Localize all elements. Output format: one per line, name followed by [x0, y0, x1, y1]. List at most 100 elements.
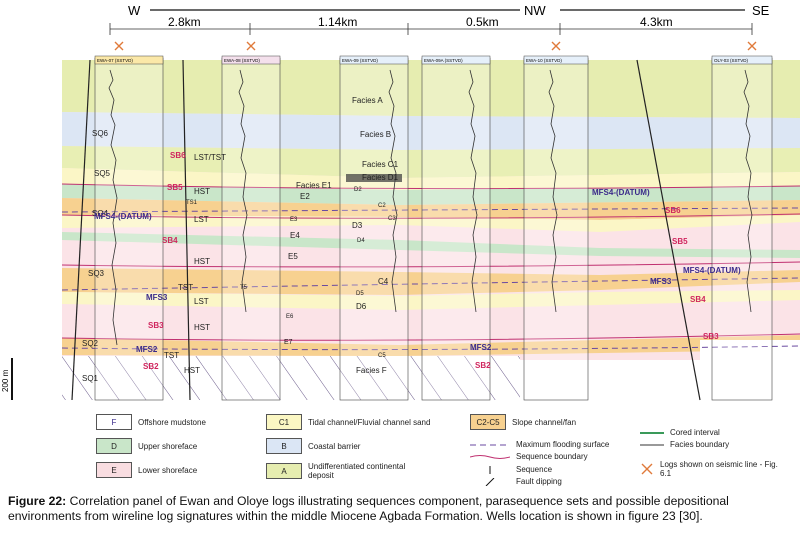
- distance-4: 4.3km: [640, 15, 673, 29]
- legend-swatch: E: [96, 462, 132, 478]
- legend-line-label: Cored interval: [670, 428, 720, 437]
- legend-line-label: Logs shown on seismic line - Fig. 6.1: [660, 460, 778, 478]
- scale-bar: 200 m: [1, 358, 13, 400]
- legend-line-label: Maximum flooding surface: [516, 440, 610, 449]
- facies-label: E2: [300, 192, 310, 201]
- distance-2: 1.14km: [318, 15, 357, 29]
- systems-tract-label: TST: [164, 351, 179, 360]
- sequence-label: SQ1: [82, 374, 99, 383]
- legend-item-lower-shoreface: E Lower shoreface: [96, 462, 197, 478]
- flooding-surface-label: MFS3: [146, 293, 168, 302]
- legend-code: A: [281, 466, 287, 476]
- legend-line-label: Fault dipping: [516, 477, 562, 486]
- legend-sequence: Sequence: [470, 465, 552, 474]
- facies-label: D2: [354, 187, 362, 193]
- sequence-label: SQ5: [94, 169, 111, 178]
- legend-line-label: Facies boundary: [670, 440, 730, 449]
- flooding-surface-label: MFS4-(DATUM): [592, 188, 650, 197]
- legend-code: E: [111, 465, 117, 475]
- legend-mfs: Maximum flooding surface: [470, 440, 609, 449]
- figure-number: Figure 22:: [8, 494, 67, 508]
- well-label-ewa10: EWA-10 (SSTVD): [526, 58, 562, 63]
- legend-label: Upper shoreface: [138, 441, 198, 451]
- legend-line-label: Sequence boundary: [516, 452, 588, 461]
- legend-line-label: Sequence: [516, 465, 553, 474]
- facies-label: Facies B: [360, 130, 391, 139]
- facies-label: Facies E1: [296, 181, 332, 190]
- sequence-boundary-label: SB4: [690, 295, 706, 304]
- systems-tract-label: LST: [194, 297, 209, 306]
- legend-label: Slope channel/fan: [512, 417, 577, 427]
- well-label-ewa07: EWA-07 (SSTVD): [97, 58, 133, 63]
- facies-labels: Facies A Facies B Facies C1 Facies D1 Fa…: [240, 96, 399, 375]
- legend-swatch: F: [96, 414, 132, 430]
- sequence-label: SQ3: [88, 269, 105, 278]
- facies-label: Facies D1: [362, 173, 399, 182]
- caption-text: Correlation panel of Ewan and Oloye logs…: [8, 494, 729, 523]
- legend-swatch: C2-C5: [470, 414, 506, 430]
- flooding-surface-label: MFS2: [470, 343, 492, 352]
- facies-label: C3: [388, 216, 396, 222]
- legend-item-upper-shoreface: D Upper shoreface: [96, 438, 197, 454]
- facies-boundary-icon: [640, 444, 664, 445]
- legend-item-offshore: F Offshore mudstone: [96, 414, 206, 430]
- legend-label: Offshore mudstone: [138, 417, 206, 427]
- legend-swatch: B: [266, 438, 302, 454]
- faults: [71, 59, 701, 401]
- scale-label: 200 m: [1, 369, 10, 392]
- correlation-panel: W NW SE 2.8km 1.14km 0.5km 4.3km: [1, 3, 800, 401]
- sequence-boundary-label: SB6: [170, 151, 186, 160]
- systems-tract-label: LST: [194, 215, 209, 224]
- flooding-surface-label: MFS4-(DATUM): [94, 212, 152, 221]
- legend-cored: Cored interval: [640, 428, 720, 437]
- sequence-label: SQ2: [82, 339, 99, 348]
- facies-label: Facies A: [352, 96, 383, 105]
- facies-label: C2: [378, 203, 386, 209]
- facies-bands: [62, 60, 800, 400]
- legend-fault: Fault dipping: [470, 477, 562, 486]
- sequence-arrow-icon: [489, 465, 491, 474]
- well-columns: [94, 55, 773, 401]
- sb-line-icon: [470, 454, 510, 459]
- systems-tract-label: TS1: [186, 200, 198, 206]
- facies-label: E4: [290, 231, 300, 240]
- legend-code: D: [111, 441, 117, 451]
- distance-3: 0.5km: [466, 15, 499, 29]
- distance-bars: [109, 23, 753, 35]
- well-label-ewa08: EWA-08 (SSTVD): [224, 58, 260, 63]
- legend-item-tidal-channel: C1 Tidal channel/Fluvial channel sand: [266, 414, 430, 430]
- facies-label: E6: [286, 314, 294, 320]
- systems-tract-label: HST: [194, 187, 210, 196]
- facies-label: D4: [357, 238, 365, 244]
- legend-label: Coastal barrier: [308, 441, 361, 451]
- legend-code: B: [281, 441, 287, 451]
- systems-tract-label: HST: [184, 366, 200, 375]
- sequence-boundary-label: SB2: [475, 361, 491, 370]
- legend-code: C1: [278, 417, 290, 427]
- sequence-boundary-label: SB3: [148, 321, 164, 330]
- facies-label: T5: [240, 285, 248, 291]
- sequence-boundary-label: SB3: [703, 332, 719, 341]
- sequence-label: SQ4: [92, 209, 109, 218]
- systems-tract-label: TST: [178, 283, 193, 292]
- legend-label: Undifferentiated continental deposit: [308, 462, 406, 480]
- facies-label: C4: [378, 277, 389, 286]
- flooding-surface-label: MFS4-(DATUM): [683, 266, 741, 275]
- sequence-boundary-label: SB6: [665, 206, 681, 215]
- systems-tract-labels: LST/TST HST TS1 LST HST TST LST HST TST …: [164, 153, 226, 375]
- facies-label: Facies F: [356, 366, 387, 375]
- legend-code: C2-C5: [476, 417, 500, 427]
- direction-bar: W NW SE: [128, 3, 770, 18]
- facies-label: D5: [356, 291, 364, 297]
- well-label-ewa09: EWA-09 (SSTVD): [342, 58, 378, 63]
- systems-tract-label: LST/TST: [194, 153, 226, 162]
- seismic-marker-icon: [641, 463, 653, 475]
- cored-interval-icon: [640, 431, 664, 434]
- seismic-markers: [114, 41, 757, 51]
- figure-caption: Figure 22: Correlation panel of Ewan and…: [8, 494, 794, 524]
- well-label-ewa09a: EWA-09A (SSTVD): [424, 58, 463, 63]
- surfaces: [61, 183, 800, 351]
- distance-1: 2.8km: [168, 15, 201, 29]
- legend: F Offshore mudstone D Upper shoreface E …: [0, 410, 800, 490]
- legend-item-slope-channel: C2-C5 Slope channel/fan: [470, 414, 576, 430]
